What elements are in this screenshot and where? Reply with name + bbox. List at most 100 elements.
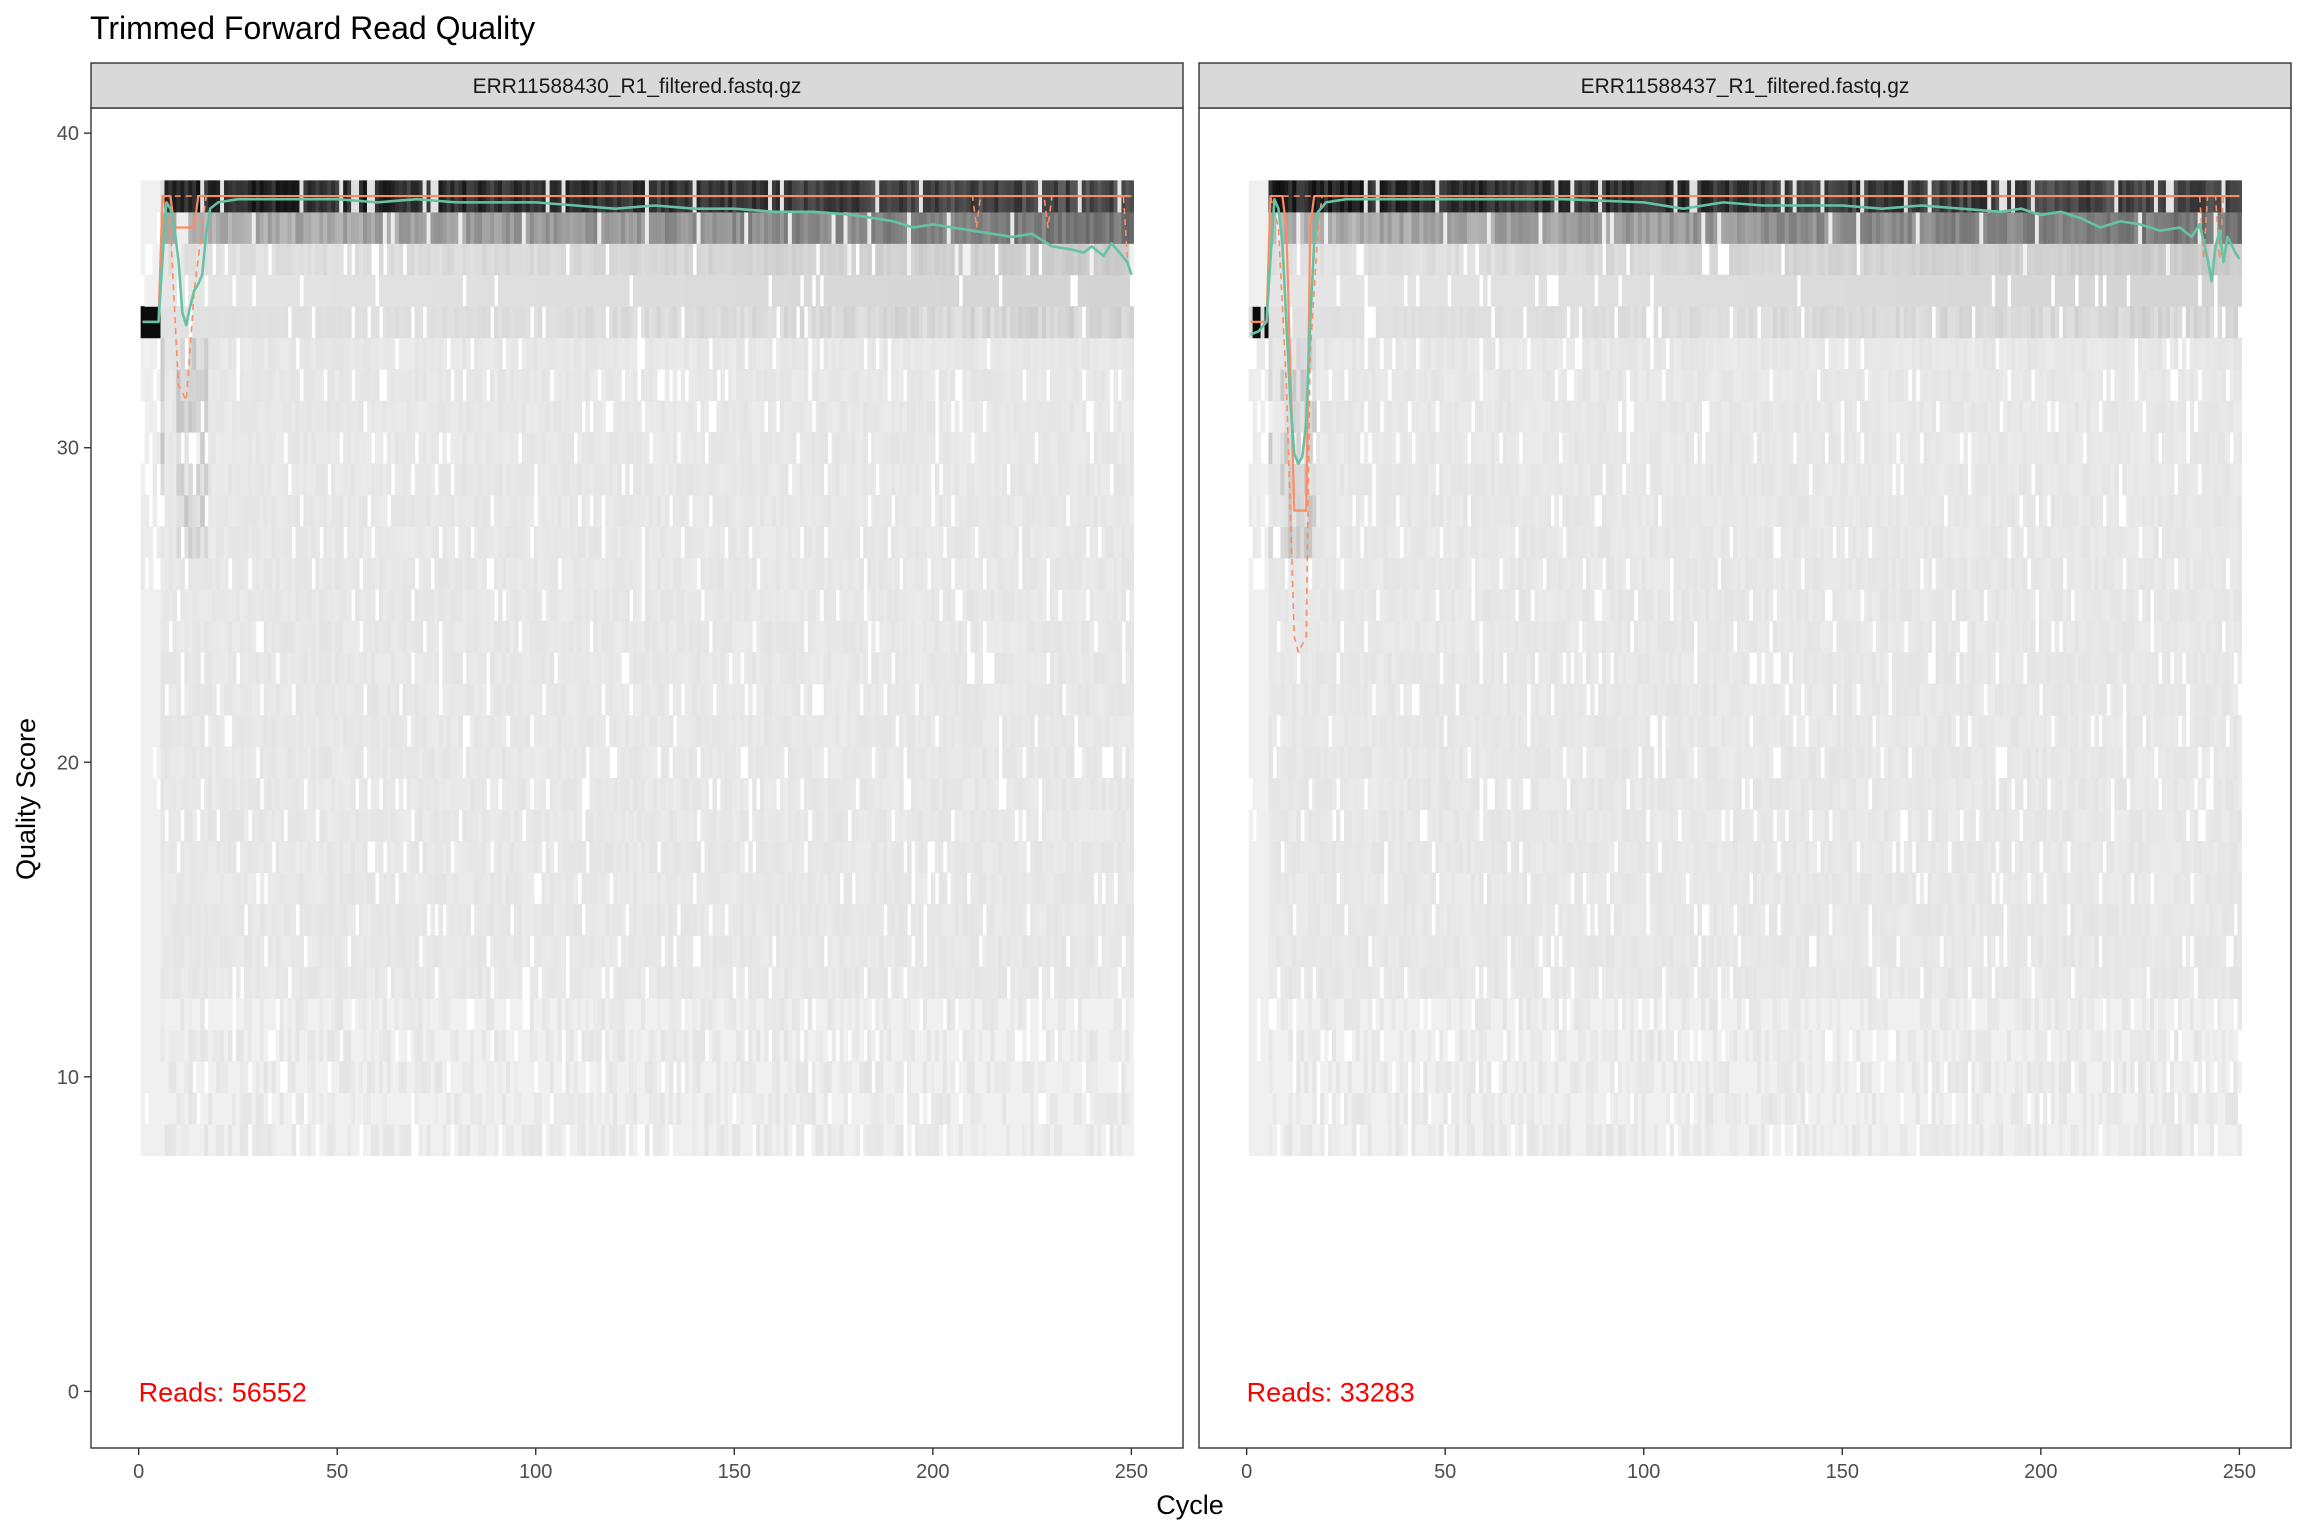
heatmap-cell [752,872,757,905]
heatmap-cell [466,369,471,402]
heatmap-cell [795,620,801,653]
heatmap-cell [799,903,805,936]
heatmap-cell [716,1061,721,1094]
heatmap-cell [386,778,392,811]
heatmap-cell [152,589,158,622]
heatmap-cell [557,1124,563,1157]
heatmap-cell [228,1061,233,1094]
heatmap-cell [156,715,162,748]
heatmap-cell [640,1092,646,1125]
heatmap-cell [382,998,388,1031]
heatmap-cell [533,589,539,622]
heatmap-cell [259,557,265,590]
heatmap-cell [644,746,650,779]
heatmap-cell [513,746,519,779]
heatmap-cell [490,652,495,685]
heatmap-cell [323,494,328,527]
heatmap-cell [474,306,479,339]
heatmap-cell [720,243,725,276]
heatmap-cell [235,715,241,748]
heatmap-cell [760,872,765,905]
heatmap-cell [537,1092,543,1125]
heatmap-cell [486,809,491,842]
heatmap-cell [363,1029,368,1062]
heatmap-cell [442,998,447,1031]
heatmap-cell [625,620,630,653]
heatmap-cell [748,306,753,339]
heatmap-cell [239,840,245,873]
heatmap-cell [597,652,602,685]
heatmap-cell [263,966,269,999]
heatmap-cell [279,274,285,307]
heatmap-cell [168,243,173,276]
heatmap-cell [192,526,197,559]
heatmap-cell [716,998,721,1031]
heatmap-cell [720,1061,725,1094]
heatmap-cell [172,903,177,936]
heatmap-cell [474,1061,479,1094]
heatmap-cell [263,1061,269,1094]
heatmap-cell [740,1029,745,1062]
heatmap-cell [164,369,170,402]
heatmap-cell [644,715,650,748]
heatmap-cell [418,589,424,622]
heatmap-cell [505,903,511,936]
heatmap-cell [176,526,181,559]
heatmap-cell [807,715,813,748]
heatmap-cell [783,369,789,402]
heatmap-cell [513,274,519,307]
heatmap-cell [823,400,829,433]
heatmap-cell [188,494,193,527]
heatmap-cell [498,306,503,339]
heatmap-cell [672,903,678,936]
heatmap-cell [343,778,348,811]
heatmap-cell [188,652,193,685]
heatmap-cell [537,274,543,307]
heatmap-cell [557,620,563,653]
heatmap-cell [545,715,551,748]
heatmap-cell [565,683,571,716]
heatmap-cell [438,369,444,402]
heatmap-cell [633,557,638,590]
heatmap-cell [728,211,733,244]
heatmap-cell [625,589,630,622]
heatmap-cell [696,589,702,622]
heatmap-cell [164,211,170,244]
heatmap-cell [517,589,523,622]
heatmap-cell [768,652,773,685]
heatmap-cell [390,1124,396,1157]
heatmap-cell [799,211,805,244]
heatmap-cell [831,400,837,433]
heatmap-cell [803,526,809,559]
heatmap-cell [235,1092,241,1125]
heatmap-cell [228,809,233,842]
heatmap-cell [156,1029,162,1062]
heatmap-cell [704,589,710,622]
heatmap-cell [430,337,436,370]
heatmap-cell [228,589,233,622]
heatmap-cell [414,306,420,339]
heatmap-cell [724,715,729,748]
heatmap-cell [335,1124,340,1157]
heatmap-cell [359,840,364,873]
heatmap-cell [382,809,388,842]
heatmap-cell [752,778,757,811]
heatmap-cell [160,966,166,999]
heatmap-cell [704,1092,710,1125]
heatmap-cell [740,1061,745,1094]
heatmap-cell [351,683,356,716]
heatmap-cell [168,966,173,999]
heatmap-cell [700,274,706,307]
heatmap-cell [363,494,368,527]
heatmap-cell [442,400,447,433]
heatmap-cell [343,652,348,685]
heatmap-cell [589,652,594,685]
heatmap-cell [688,652,694,685]
heatmap-cell [557,526,563,559]
heatmap-cell [494,840,499,873]
heatmap-cell [553,935,559,968]
heatmap-cell [557,840,563,873]
heatmap-cell [164,494,170,527]
heatmap-cell [490,715,495,748]
heatmap-cell [482,903,487,936]
